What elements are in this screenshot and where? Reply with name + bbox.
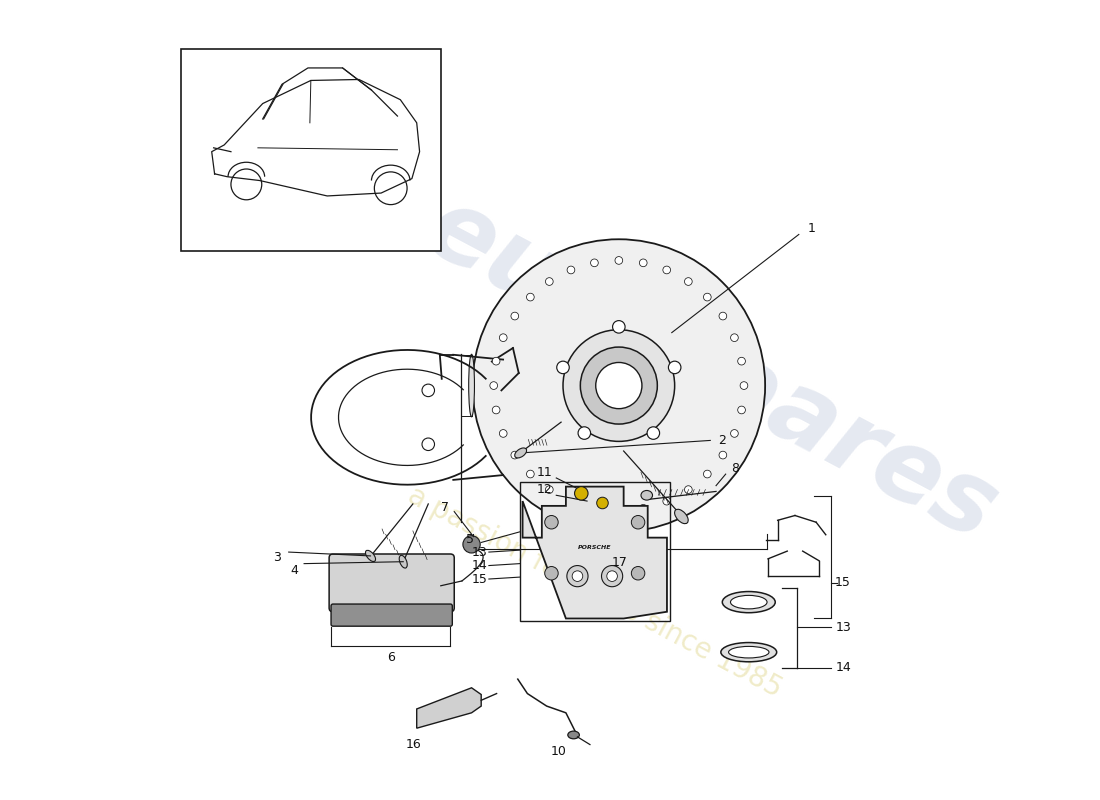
Circle shape xyxy=(730,430,738,438)
Text: eurospares: eurospares xyxy=(408,180,1012,562)
Circle shape xyxy=(566,566,588,586)
Circle shape xyxy=(572,571,583,582)
Circle shape xyxy=(615,257,623,264)
Circle shape xyxy=(499,430,507,438)
Ellipse shape xyxy=(674,510,689,524)
Text: 10: 10 xyxy=(550,745,566,758)
Circle shape xyxy=(596,362,642,409)
Text: 13: 13 xyxy=(835,621,851,634)
Text: 17: 17 xyxy=(612,556,628,569)
Text: 2: 2 xyxy=(718,434,726,447)
Bar xyxy=(519,482,670,622)
Circle shape xyxy=(473,239,766,532)
Circle shape xyxy=(563,330,674,442)
Circle shape xyxy=(546,486,553,494)
Circle shape xyxy=(579,427,591,439)
Circle shape xyxy=(607,571,617,582)
Circle shape xyxy=(613,321,625,333)
FancyBboxPatch shape xyxy=(329,554,454,612)
Circle shape xyxy=(527,470,535,478)
Text: 15: 15 xyxy=(471,573,487,586)
Bar xyxy=(180,49,441,251)
Circle shape xyxy=(591,259,598,266)
Circle shape xyxy=(422,384,435,397)
Ellipse shape xyxy=(641,490,652,500)
Text: 4: 4 xyxy=(290,564,298,577)
Circle shape xyxy=(557,361,570,374)
Ellipse shape xyxy=(568,731,580,739)
Circle shape xyxy=(568,266,575,274)
Circle shape xyxy=(493,406,500,414)
Circle shape xyxy=(663,498,671,505)
Circle shape xyxy=(704,470,712,478)
Circle shape xyxy=(663,266,671,274)
Circle shape xyxy=(596,498,608,509)
Circle shape xyxy=(647,427,660,439)
Circle shape xyxy=(568,498,575,505)
Circle shape xyxy=(510,451,518,459)
Circle shape xyxy=(631,515,645,529)
Circle shape xyxy=(704,294,712,301)
Ellipse shape xyxy=(723,591,776,613)
Text: 5: 5 xyxy=(465,533,474,546)
Text: 1: 1 xyxy=(807,222,815,235)
Circle shape xyxy=(684,278,692,286)
Circle shape xyxy=(639,259,647,266)
Circle shape xyxy=(639,505,647,512)
Text: 15: 15 xyxy=(835,576,851,590)
Ellipse shape xyxy=(365,550,375,562)
Text: 14: 14 xyxy=(472,559,487,572)
Circle shape xyxy=(463,536,481,553)
Circle shape xyxy=(422,438,435,450)
Text: 12: 12 xyxy=(537,483,552,496)
Circle shape xyxy=(719,312,727,320)
Ellipse shape xyxy=(399,555,407,568)
Circle shape xyxy=(730,334,738,342)
Ellipse shape xyxy=(720,642,777,662)
Polygon shape xyxy=(522,486,667,618)
Text: 14: 14 xyxy=(835,661,851,674)
Text: 13: 13 xyxy=(472,546,487,558)
Circle shape xyxy=(591,505,598,512)
Text: 11: 11 xyxy=(537,466,552,478)
Circle shape xyxy=(527,294,535,301)
Circle shape xyxy=(544,515,558,529)
Circle shape xyxy=(510,312,518,320)
Text: 8: 8 xyxy=(732,462,739,475)
Text: 7: 7 xyxy=(441,502,449,514)
Circle shape xyxy=(493,358,500,365)
Polygon shape xyxy=(417,688,481,728)
Circle shape xyxy=(490,382,497,390)
Circle shape xyxy=(684,486,692,494)
Text: 3: 3 xyxy=(273,551,282,564)
FancyBboxPatch shape xyxy=(331,604,452,626)
Circle shape xyxy=(499,334,507,342)
Text: a passion for parts since 1985: a passion for parts since 1985 xyxy=(403,482,786,703)
Circle shape xyxy=(546,278,553,286)
Ellipse shape xyxy=(730,595,767,609)
Text: 16: 16 xyxy=(406,738,421,751)
Circle shape xyxy=(631,566,645,580)
Circle shape xyxy=(574,486,589,500)
Ellipse shape xyxy=(728,646,769,658)
Ellipse shape xyxy=(515,448,527,458)
Circle shape xyxy=(738,406,746,414)
Circle shape xyxy=(740,382,748,390)
Circle shape xyxy=(669,361,681,374)
Circle shape xyxy=(738,358,746,365)
Circle shape xyxy=(615,507,623,514)
Circle shape xyxy=(719,451,727,459)
Ellipse shape xyxy=(469,354,474,417)
Circle shape xyxy=(602,566,623,586)
Text: PORSCHE: PORSCHE xyxy=(578,545,612,550)
Circle shape xyxy=(544,566,558,580)
Text: 6: 6 xyxy=(387,651,395,665)
Circle shape xyxy=(581,347,658,424)
